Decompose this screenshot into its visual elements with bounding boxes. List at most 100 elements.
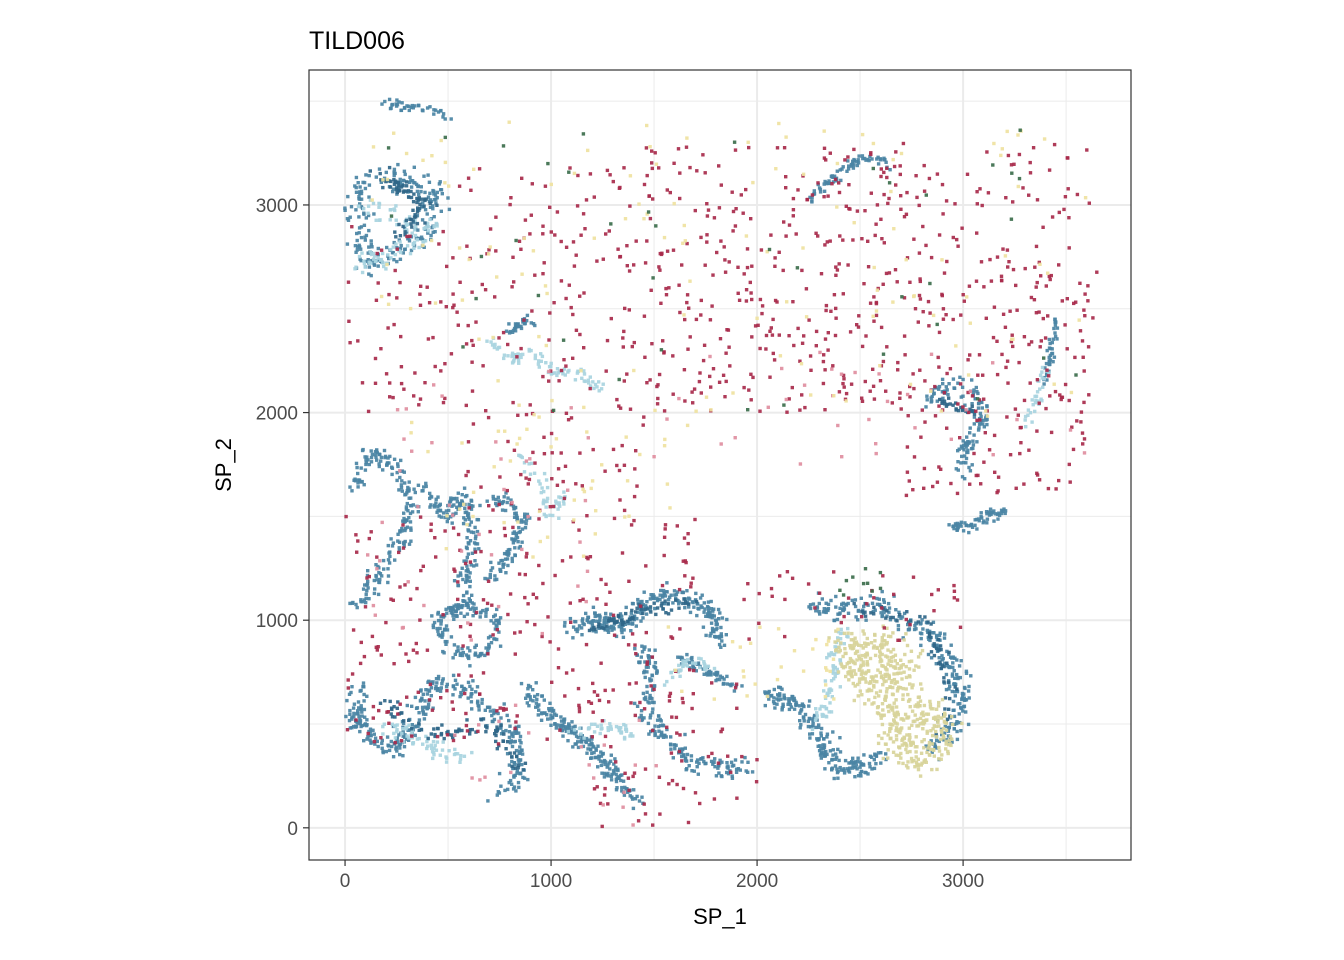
scatter-point bbox=[419, 698, 423, 702]
scatter-point bbox=[495, 793, 499, 797]
scatter-point bbox=[577, 624, 582, 628]
scatter-point bbox=[416, 228, 420, 232]
scatter-point bbox=[459, 692, 463, 697]
scatter-point bbox=[400, 479, 404, 483]
scatter-point bbox=[434, 497, 438, 501]
scatter-point bbox=[838, 637, 843, 641]
scatter-point bbox=[894, 737, 899, 742]
scatter-point bbox=[473, 653, 478, 657]
scatter-point bbox=[664, 293, 669, 297]
scatter-point bbox=[506, 612, 510, 617]
scatter-point bbox=[364, 600, 368, 605]
scatter-point bbox=[382, 567, 386, 571]
scatter-point bbox=[619, 618, 624, 623]
scatter-point bbox=[985, 517, 990, 521]
scatter-point bbox=[369, 455, 374, 460]
scatter-point bbox=[453, 747, 457, 752]
scatter-point bbox=[819, 731, 823, 735]
scatter-point bbox=[614, 634, 619, 639]
scatter-point bbox=[478, 611, 483, 615]
scatter-point bbox=[1063, 323, 1067, 327]
scatter-point bbox=[665, 249, 670, 253]
scatter-point bbox=[808, 736, 812, 740]
scatter-point bbox=[908, 395, 912, 399]
scatter-point bbox=[882, 679, 886, 684]
scatter-point bbox=[959, 524, 963, 528]
scatter-point bbox=[863, 702, 867, 706]
scatter-point bbox=[398, 746, 402, 750]
scatter-point bbox=[586, 378, 590, 382]
scatter-point bbox=[450, 521, 454, 525]
scatter-point bbox=[917, 251, 922, 255]
scatter-point bbox=[959, 706, 964, 711]
scatter-point bbox=[520, 762, 524, 767]
scatter-point bbox=[872, 758, 876, 762]
scatter-point bbox=[383, 699, 387, 703]
scatter-point bbox=[389, 179, 393, 184]
scatter-point bbox=[353, 479, 358, 483]
scatter-point bbox=[357, 204, 361, 209]
scatter-point bbox=[392, 173, 396, 178]
scatter-point bbox=[475, 529, 480, 534]
scatter-point bbox=[959, 405, 963, 410]
scatter-point bbox=[894, 150, 898, 154]
scatter-point bbox=[650, 595, 655, 599]
scatter-point bbox=[866, 772, 870, 776]
scatter-point bbox=[354, 461, 359, 466]
scatter-point bbox=[898, 613, 902, 617]
scatter-point bbox=[604, 617, 608, 621]
scatter-point bbox=[662, 535, 667, 539]
scatter-point bbox=[495, 577, 499, 582]
scatter-point bbox=[492, 345, 497, 350]
scatter-point bbox=[922, 738, 926, 742]
scatter-point bbox=[937, 656, 941, 660]
scatter-point bbox=[887, 606, 892, 610]
scatter-point bbox=[519, 346, 523, 351]
scatter-point bbox=[709, 385, 713, 389]
scatter-point bbox=[510, 755, 514, 759]
scatter-point bbox=[832, 776, 836, 781]
scatter-point bbox=[881, 282, 885, 286]
scatter-point bbox=[358, 721, 362, 726]
scatter-point bbox=[748, 280, 752, 285]
scatter-point bbox=[855, 759, 860, 764]
scatter-point bbox=[734, 207, 738, 211]
scatter-point bbox=[622, 620, 626, 625]
scatter-point bbox=[884, 271, 889, 276]
scatter-point bbox=[891, 723, 895, 727]
scatter-point bbox=[369, 740, 373, 744]
scatter-point bbox=[492, 708, 496, 712]
scatter-point bbox=[489, 340, 493, 344]
scatter-point bbox=[433, 732, 437, 737]
scatter-point bbox=[544, 361, 548, 365]
scatter-point bbox=[1065, 156, 1069, 160]
scatter-point bbox=[661, 593, 665, 598]
scatter-point bbox=[641, 691, 646, 696]
scatter-point bbox=[685, 589, 689, 593]
scatter-point bbox=[440, 723, 444, 727]
scatter-point bbox=[402, 540, 406, 545]
scatter-point bbox=[921, 310, 925, 314]
scatter-point bbox=[871, 609, 875, 614]
scatter-point bbox=[711, 273, 715, 277]
scatter-point bbox=[520, 518, 524, 522]
scatter-point bbox=[817, 186, 822, 190]
scatter-point bbox=[440, 679, 445, 683]
scatter-point bbox=[831, 180, 836, 184]
scatter-point bbox=[418, 515, 423, 519]
scatter-point bbox=[645, 381, 649, 385]
scatter-point bbox=[494, 729, 499, 734]
scatter-point bbox=[884, 690, 889, 694]
scatter-point bbox=[950, 740, 954, 744]
scatter-point bbox=[1043, 366, 1047, 370]
scatter-point bbox=[808, 603, 813, 607]
scatter-point bbox=[535, 693, 540, 697]
scatter-point bbox=[414, 724, 418, 728]
scatter-point bbox=[365, 737, 369, 741]
scatter-point bbox=[468, 599, 472, 603]
scatter-point bbox=[770, 693, 774, 698]
scatter-point bbox=[364, 596, 368, 600]
scatter-point bbox=[975, 440, 979, 444]
scatter-point bbox=[408, 520, 413, 524]
scatter-point bbox=[465, 555, 469, 560]
